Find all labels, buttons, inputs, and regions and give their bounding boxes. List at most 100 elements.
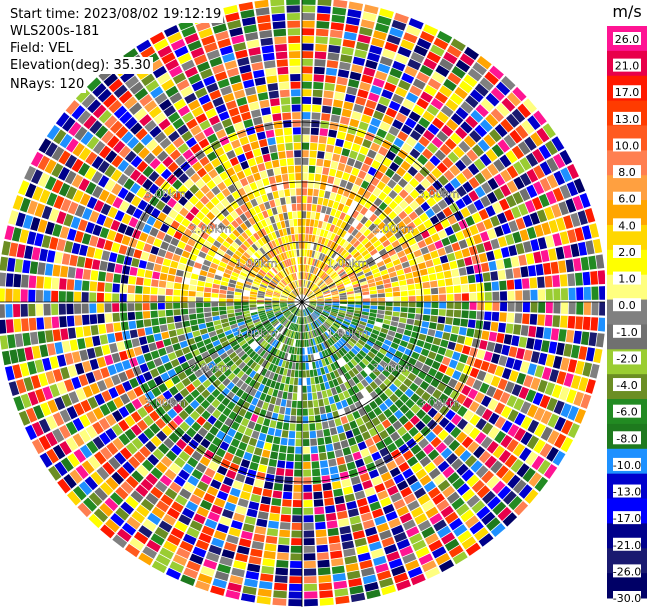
velocity-gate [370, 117, 381, 128]
velocity-gate [203, 338, 212, 346]
velocity-gate [167, 161, 179, 173]
velocity-gate [197, 573, 213, 585]
velocity-gate [228, 527, 241, 537]
velocity-gate [367, 494, 379, 504]
velocity-gate [270, 280, 278, 286]
velocity-gate [74, 279, 82, 291]
colorbar-tick-label: 2.0 [618, 246, 636, 259]
velocity-gate [480, 98, 495, 112]
velocity-gate [308, 281, 312, 289]
velocity-gate [488, 426, 500, 440]
velocity-gate [349, 259, 357, 266]
velocity-gate [275, 366, 281, 374]
velocity-gate [262, 351, 269, 359]
velocity-gate [156, 230, 166, 240]
velocity-gate [467, 388, 478, 400]
velocity-gate [213, 279, 221, 285]
velocity-gate [226, 469, 237, 480]
velocity-gate [354, 537, 367, 547]
velocity-gate [119, 111, 133, 125]
velocity-gate [306, 289, 311, 296]
velocity-gate [268, 316, 276, 321]
velocity-gate [331, 345, 338, 353]
velocity-gate [284, 220, 290, 228]
velocity-gate [392, 420, 403, 431]
velocity-gate [432, 455, 445, 467]
velocity-gate [272, 297, 280, 300]
velocity-gate [254, 77, 266, 86]
velocity-gate [295, 446, 302, 454]
velocity-gate [339, 61, 351, 71]
velocity-gate [316, 13, 331, 22]
velocity-gate [211, 186, 221, 196]
velocity-gate [356, 271, 364, 277]
velocity-gate [82, 385, 93, 398]
velocity-gate [262, 210, 269, 219]
velocity-gate [343, 548, 356, 557]
velocity-gate [356, 382, 365, 391]
velocity-gate [407, 166, 418, 177]
velocity-gate [150, 435, 162, 447]
velocity-gate [223, 227, 232, 236]
velocity-gate [120, 284, 128, 293]
velocity-gate [118, 145, 131, 158]
velocity-gate [329, 168, 337, 177]
velocity-gate [277, 143, 285, 152]
velocity-gate [552, 275, 560, 287]
velocity-gate [211, 302, 219, 307]
velocity-gate [518, 336, 528, 348]
velocity-gate [333, 253, 340, 261]
velocity-gate [520, 416, 533, 430]
velocity-gate [263, 60, 276, 69]
velocity-gate [580, 256, 590, 271]
velocity-gate [334, 91, 345, 101]
velocity-gate [326, 60, 339, 69]
velocity-gate [390, 253, 399, 261]
velocity-gate [231, 567, 245, 578]
velocity-gate [399, 200, 409, 210]
velocity-gate [211, 537, 225, 548]
velocity-gate [142, 546, 158, 559]
velocity-gate [429, 215, 440, 225]
velocity-gate [403, 421, 414, 431]
velocity-gate [277, 350, 283, 359]
velocity-gate [234, 308, 242, 313]
velocity-gate [283, 252, 288, 260]
velocity-gate [597, 270, 605, 285]
velocity-gate [332, 378, 339, 387]
velocity-gate [140, 478, 154, 491]
velocity-gate [12, 364, 23, 379]
velocity-gate [161, 79, 175, 91]
velocity-gate [289, 377, 294, 385]
velocity-gate [275, 312, 283, 317]
velocity-gate [201, 173, 212, 184]
velocity-gate [200, 195, 210, 205]
velocity-gate [374, 340, 383, 347]
velocity-gate [205, 201, 215, 211]
velocity-gate [218, 374, 227, 383]
colorbar-tick-label: 13.0 [615, 113, 640, 126]
velocity-gate [45, 142, 58, 158]
velocity-gate [227, 184, 237, 194]
velocity-gate [239, 339, 247, 347]
velocity-gate [210, 262, 219, 270]
velocity-gate [211, 293, 219, 298]
velocity-gate [548, 341, 558, 354]
velocity-gate [138, 147, 150, 160]
velocity-gate [234, 250, 243, 258]
velocity-gate [543, 464, 558, 479]
velocity-gate [166, 227, 176, 237]
velocity-gate [265, 294, 273, 298]
range-ring-label: 1.00km [236, 327, 278, 340]
velocity-gate [177, 184, 188, 195]
velocity-gate [340, 273, 348, 279]
velocity-gate [400, 226, 410, 235]
velocity-gate [228, 316, 236, 322]
velocity-gate [425, 506, 439, 519]
velocity-gate [492, 501, 507, 516]
velocity-gate [65, 100, 80, 115]
velocity-gate [336, 266, 343, 273]
velocity-gate [133, 346, 143, 356]
velocity-gate [326, 520, 338, 529]
velocity-gate [276, 59, 288, 67]
